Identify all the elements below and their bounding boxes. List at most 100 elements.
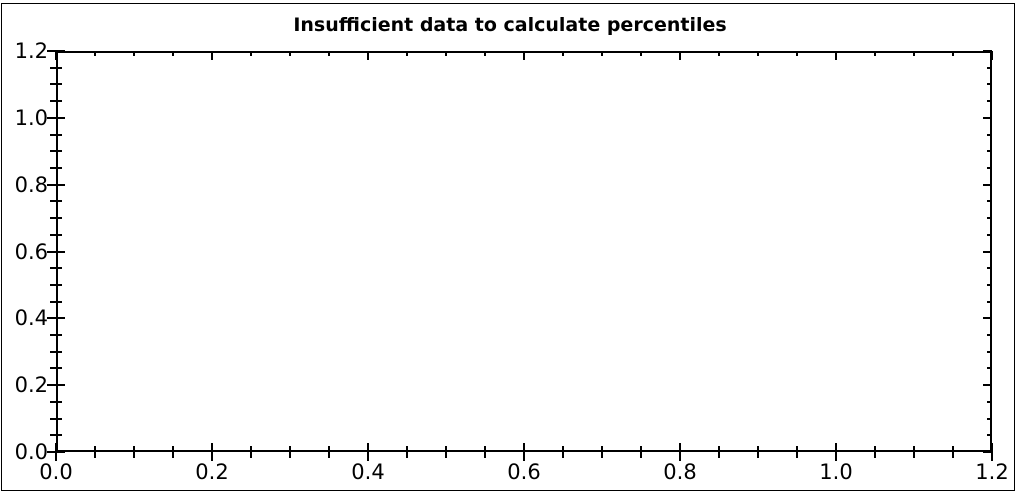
x-tick-label: 1.2 <box>975 460 1009 484</box>
x-top-minor-tick <box>874 51 876 56</box>
x-minor-tick <box>913 446 915 458</box>
x-top-minor-tick <box>562 51 564 56</box>
x-minor-tick <box>874 446 876 458</box>
y-minor-tick <box>50 66 62 69</box>
y-minor-tick <box>50 334 62 337</box>
y-right-major-tick <box>983 250 992 253</box>
y-tick-label: 0.0 <box>14 440 48 464</box>
y-minor-tick <box>50 367 62 370</box>
x-minor-tick <box>406 446 408 458</box>
y-tick-label: 1.0 <box>14 105 48 130</box>
x-major-tick <box>991 443 993 461</box>
y-right-minor-tick <box>987 417 992 420</box>
x-major-tick <box>835 443 837 461</box>
y-right-minor-tick <box>987 334 992 337</box>
y-right-minor-tick <box>987 217 992 220</box>
x-minor-tick <box>172 446 174 458</box>
x-tick-label: 0.6 <box>507 460 541 484</box>
x-tick-label: 0.0 <box>39 460 73 484</box>
x-top-major-tick <box>211 51 213 60</box>
y-right-minor-tick <box>987 150 992 153</box>
y-right-minor-tick <box>987 200 992 203</box>
y-major-tick <box>47 116 65 119</box>
y-tick-label: 0.6 <box>14 239 48 264</box>
x-top-major-tick <box>55 51 57 60</box>
x-top-major-tick <box>679 51 681 60</box>
x-major-tick <box>211 443 213 461</box>
x-minor-tick <box>445 446 447 458</box>
y-right-major-tick <box>983 50 992 52</box>
x-top-minor-tick <box>952 51 954 56</box>
y-right-minor-tick <box>987 400 992 403</box>
y-minor-tick <box>50 133 62 136</box>
y-major-tick <box>47 317 65 320</box>
y-minor-tick <box>50 400 62 403</box>
y-tick-label: 0.2 <box>14 373 48 398</box>
y-minor-tick <box>50 417 62 420</box>
y-major-tick <box>47 451 65 453</box>
x-minor-tick <box>757 446 759 458</box>
x-minor-tick <box>289 446 291 458</box>
x-top-major-tick <box>835 51 837 60</box>
x-top-minor-tick <box>94 51 96 56</box>
y-right-major-tick <box>983 384 992 387</box>
y-right-minor-tick <box>987 283 992 286</box>
y-right-minor-tick <box>987 350 992 353</box>
y-right-major-tick <box>983 183 992 186</box>
x-top-major-tick <box>991 51 993 60</box>
x-minor-tick <box>562 446 564 458</box>
x-top-minor-tick <box>484 51 486 56</box>
x-top-minor-tick <box>250 51 252 56</box>
x-top-minor-tick <box>796 51 798 56</box>
y-tick-label: 1.2 <box>14 39 48 63</box>
y-tick-label: 0.8 <box>14 172 48 197</box>
y-minor-tick <box>50 434 62 437</box>
x-minor-tick <box>94 446 96 458</box>
y-right-minor-tick <box>987 434 992 437</box>
y-minor-tick <box>50 150 62 153</box>
y-major-tick <box>47 50 65 52</box>
y-right-minor-tick <box>987 267 992 270</box>
y-minor-tick <box>50 267 62 270</box>
chart-outer-border <box>1 3 1015 491</box>
x-minor-tick <box>484 446 486 458</box>
y-tick-label: 0.4 <box>14 306 48 331</box>
y-major-tick <box>47 384 65 387</box>
x-major-tick <box>679 443 681 461</box>
x-minor-tick <box>796 446 798 458</box>
plot-area <box>56 51 992 452</box>
y-minor-tick <box>50 166 62 169</box>
y-minor-tick <box>50 200 62 203</box>
x-tick-label: 0.8 <box>663 460 697 484</box>
x-top-minor-tick <box>640 51 642 56</box>
x-top-minor-tick <box>913 51 915 56</box>
x-top-minor-tick <box>172 51 174 56</box>
x-major-tick <box>523 443 525 461</box>
y-right-minor-tick <box>987 66 992 69</box>
x-tick-label: 0.4 <box>351 460 385 484</box>
y-right-minor-tick <box>987 100 992 103</box>
y-minor-tick <box>50 300 62 303</box>
x-major-tick <box>367 443 369 461</box>
x-top-minor-tick <box>328 51 330 56</box>
x-top-minor-tick <box>445 51 447 56</box>
y-minor-tick <box>50 83 62 86</box>
y-right-major-tick <box>983 317 992 320</box>
y-right-minor-tick <box>987 233 992 236</box>
x-top-minor-tick <box>601 51 603 56</box>
y-right-minor-tick <box>987 300 992 303</box>
x-tick-label: 1.0 <box>819 460 853 484</box>
x-minor-tick <box>718 446 720 458</box>
x-top-minor-tick <box>406 51 408 56</box>
y-minor-tick <box>50 350 62 353</box>
y-major-tick <box>47 250 65 253</box>
x-tick-label: 0.2 <box>195 460 229 484</box>
x-minor-tick <box>952 446 954 458</box>
x-top-minor-tick <box>757 51 759 56</box>
x-minor-tick <box>133 446 135 458</box>
x-minor-tick <box>601 446 603 458</box>
y-minor-tick <box>50 283 62 286</box>
y-right-major-tick <box>983 116 992 119</box>
x-minor-tick <box>328 446 330 458</box>
